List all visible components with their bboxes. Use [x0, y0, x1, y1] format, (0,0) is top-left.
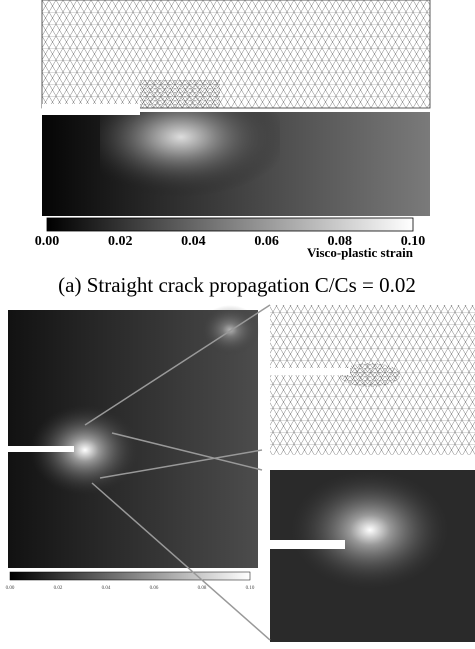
figure: 0.00 0.02 0.04 0.06 0.08 0.10 Visco-plastic s… — [0, 0, 475, 649]
colorbar-tick-label: 0.00 — [6, 586, 15, 591]
colorbar-tick-label: 0.04 — [181, 234, 206, 249]
colorbar-tick-label: 0.06 — [150, 586, 159, 591]
strain-hotspot — [100, 112, 280, 212]
colorbar — [10, 572, 250, 580]
caption: (a) Straight crack propagation C/Cs = 0.… — [58, 273, 416, 297]
mesh-refined — [140, 80, 220, 108]
strain-hotspot — [290, 470, 450, 590]
colorbar-tick-label: 0.06 — [254, 234, 279, 249]
colorbar-label: Visco-plastic strain — [307, 245, 414, 260]
colorbar-tick-label: 0.08 — [198, 586, 207, 591]
crack — [8, 446, 74, 452]
crack — [42, 111, 140, 115]
colorbar-tick-label: 0.00 — [35, 234, 60, 249]
crack — [42, 104, 140, 110]
colorbar — [47, 218, 413, 231]
colorbar-tick-label: 0.04 — [102, 586, 111, 591]
strain-hotspot — [200, 305, 260, 355]
crack — [270, 540, 345, 549]
colorbar-tick-label: 0.02 — [108, 234, 133, 249]
colorbar-tick-label: 0.02 — [54, 586, 63, 591]
colorbar-tick-label: 0.10 — [246, 586, 255, 591]
crack — [270, 368, 350, 375]
mesh — [42, 0, 430, 108]
